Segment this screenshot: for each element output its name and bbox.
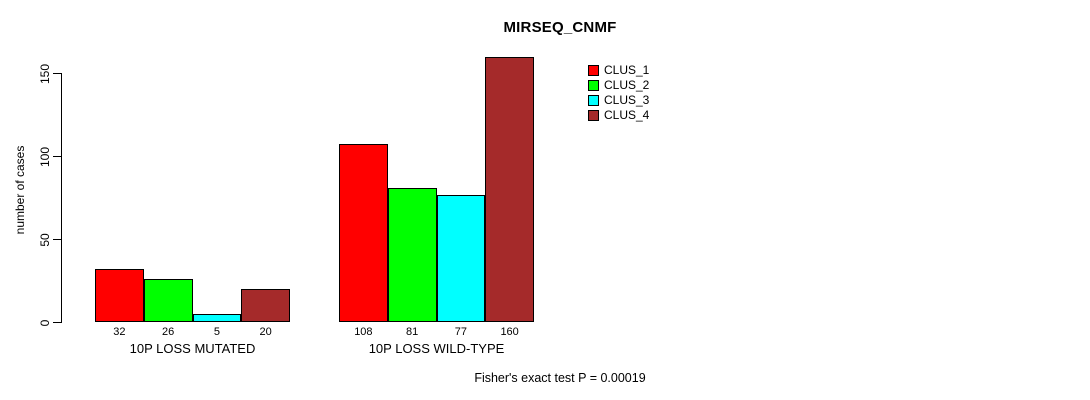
chart-title: MIRSEQ_CNMF [503, 19, 617, 36]
bar-value-label: 160 [500, 326, 519, 338]
legend-item-clus_3: CLUS_3 [588, 93, 649, 108]
y-tick-label: 150 [38, 63, 52, 84]
bar-clus_3-group2 [436, 194, 486, 323]
legend-swatch-clus_2 [588, 80, 599, 91]
legend-label: CLUS_4 [604, 108, 650, 122]
bar-value-label: 77 [454, 326, 467, 338]
y-tick-label: 100 [38, 146, 52, 167]
y-axis-tick [53, 156, 62, 158]
bar-clus_1-group2 [339, 143, 388, 323]
legend-item-clus_2: CLUS_2 [588, 78, 649, 93]
legend-swatch-clus_3 [588, 95, 599, 106]
legend-label: CLUS_1 [604, 63, 650, 77]
legend-label: CLUS_2 [604, 78, 650, 92]
bar-value-label: 81 [406, 326, 419, 338]
legend-swatch-clus_1 [588, 65, 599, 76]
y-axis-tick [53, 239, 62, 241]
bar-clus_1-group1 [95, 269, 144, 323]
bar-value-label: 20 [259, 326, 272, 338]
bar-clus_4-group1 [241, 289, 290, 323]
bar-value-label: 32 [113, 326, 126, 338]
legend-item-clus_1: CLUS_1 [588, 63, 649, 78]
legend-item-clus_4: CLUS_4 [588, 108, 649, 123]
category-label: 10P LOSS WILD-TYPE [368, 341, 505, 356]
legend: CLUS_1 CLUS_2 CLUS_3 CLUS_4 [588, 63, 649, 123]
y-axis-tick [53, 322, 62, 323]
bar-clus_2-group1 [143, 279, 193, 323]
bar-clus_4-group2 [485, 57, 534, 323]
stat-annotation: Fisher's exact test P = 0.00019 [474, 371, 646, 385]
bar-value-label: 108 [354, 326, 373, 338]
bar-value-label: 5 [213, 326, 220, 338]
bar-value-label: 26 [162, 326, 175, 338]
bar-clus_2-group2 [387, 188, 437, 323]
y-axis-label: number of cases [13, 145, 27, 235]
legend-label: CLUS_3 [604, 93, 650, 107]
category-label: 10P LOSS MUTATED [129, 341, 256, 356]
y-tick-label: 50 [38, 232, 52, 247]
y-tick-label: 0 [38, 319, 52, 326]
bar-clus_3-group1 [192, 314, 242, 323]
y-axis-line [61, 73, 62, 323]
legend-swatch-clus_4 [588, 110, 599, 121]
y-axis-tick [53, 73, 62, 75]
